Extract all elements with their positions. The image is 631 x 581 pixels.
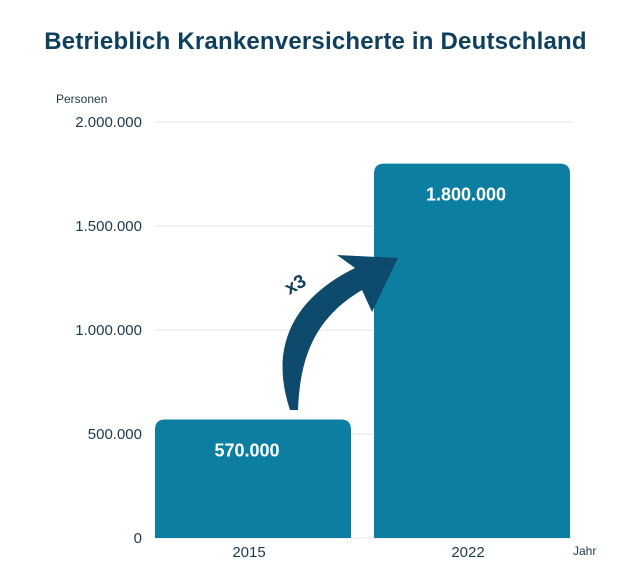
y-tick-label: 1.000.000 (75, 322, 142, 339)
bar-2022 (374, 163, 570, 538)
y-tick-label: 0 (134, 530, 142, 547)
y-axis-ticks: 0 500.000 1.000.000 1.500.000 2.000.000 (75, 114, 142, 547)
bar-2015 (155, 419, 351, 538)
bar-value-label: 1.800.000 (426, 185, 506, 205)
chart-title: Betrieblich Krankenversicherte in Deutsc… (44, 28, 587, 55)
y-axis-label: Personen (56, 92, 107, 106)
y-tick-label: 1.500.000 (75, 218, 142, 235)
x-tick-label: 2022 (451, 544, 484, 561)
x-axis-ticks: 2015 2022 (232, 544, 484, 561)
bars: 570.000 1.800.000 (155, 163, 570, 538)
growth-annotation: x3 (281, 271, 310, 300)
x-axis-label: Jahr (573, 544, 596, 558)
growth-arrow (282, 255, 398, 410)
y-tick-label: 2.000.000 (75, 114, 142, 131)
bar-value-label: 570.000 (214, 440, 279, 460)
growth-arrow-shape (282, 255, 398, 410)
x-tick-label: 2015 (232, 544, 265, 561)
y-tick-label: 500.000 (88, 426, 142, 443)
